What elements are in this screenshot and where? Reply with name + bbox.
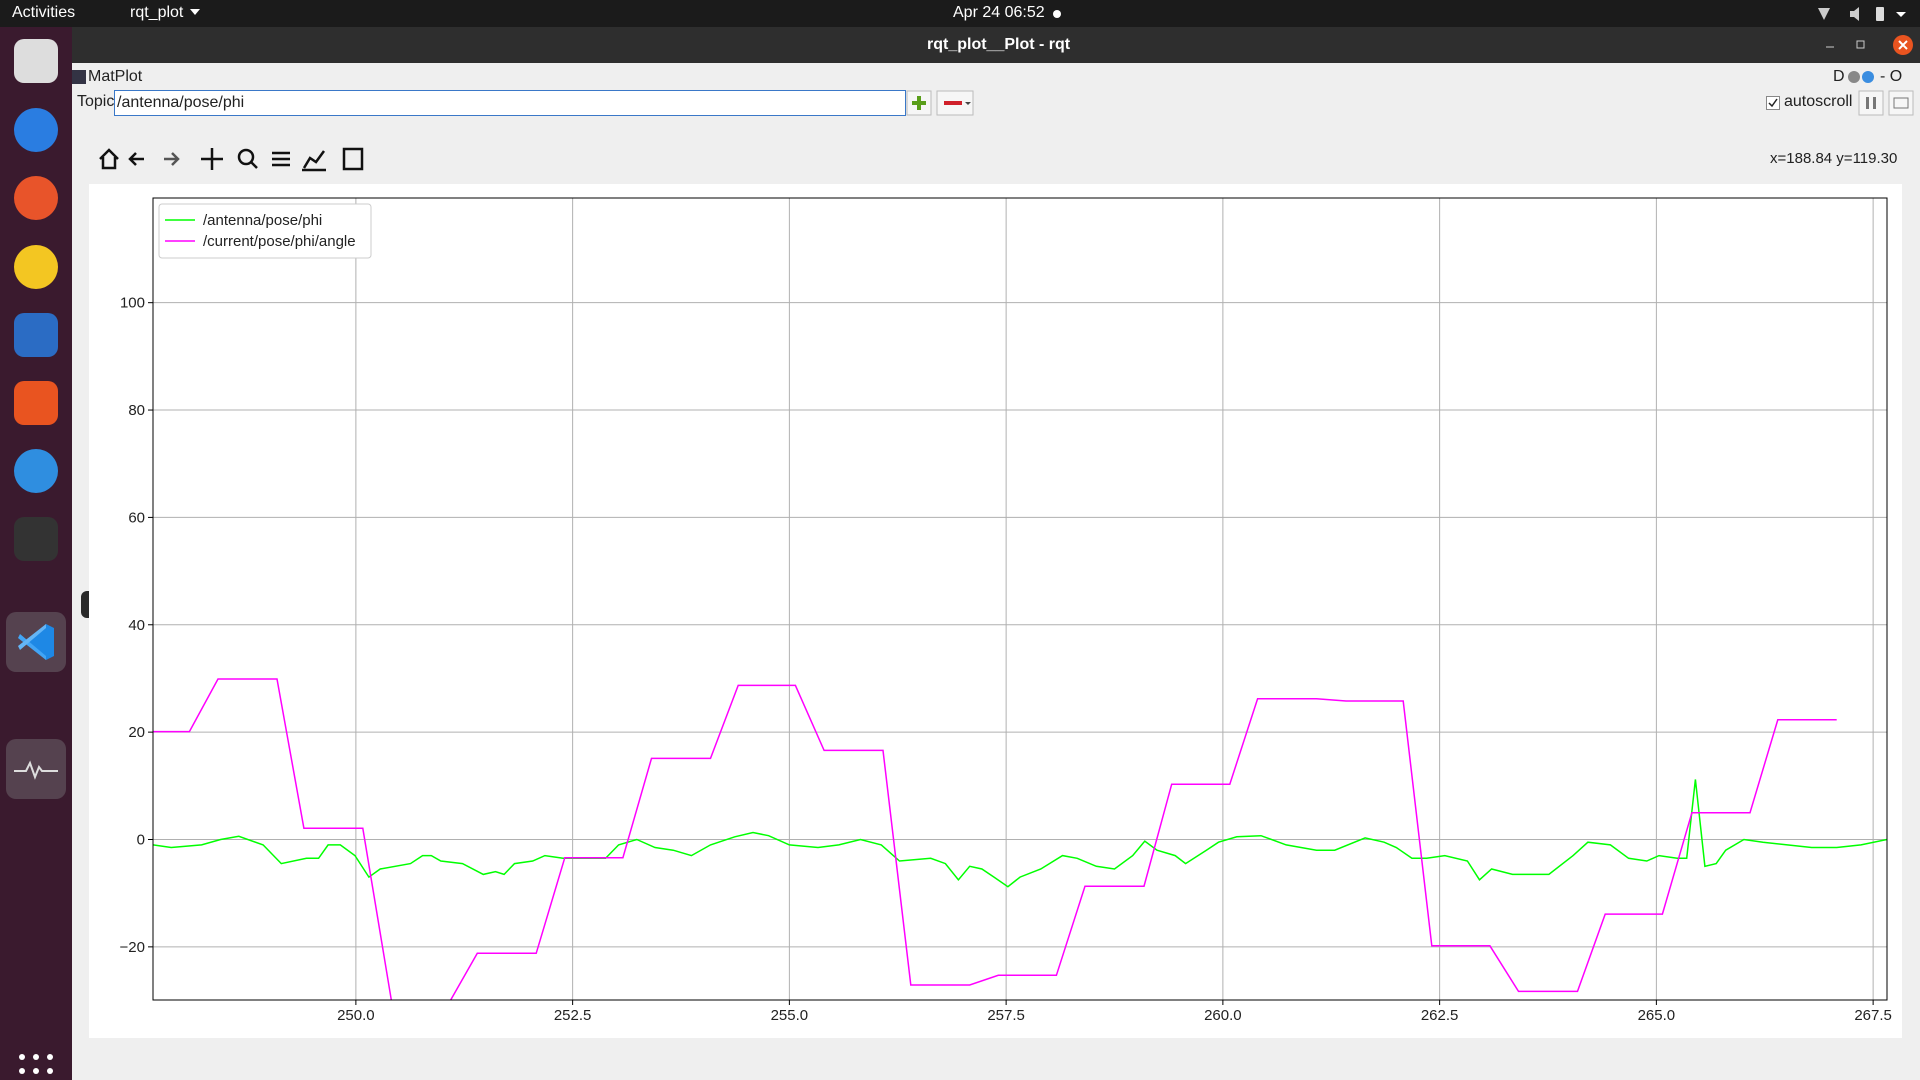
x-tick-label: 262.5 xyxy=(1421,1007,1459,1024)
y-tick-label: 100 xyxy=(120,295,145,312)
firefox-icon[interactable] xyxy=(14,176,58,220)
window-controls[interactable] xyxy=(1816,33,1916,57)
x-tick-label: 250.0 xyxy=(337,1007,375,1024)
vscode-logo xyxy=(18,624,54,660)
topic-input[interactable]: /antenna/pose/phi xyxy=(114,90,906,116)
app-grid[interactable] xyxy=(18,1053,54,1080)
plugin-close[interactable]: - O xyxy=(1880,68,1903,85)
plugin-dock-button[interactable]: D xyxy=(1833,68,1845,85)
window-titlebar: rqt_plot__Plot - rqt xyxy=(72,27,1920,63)
plot-frame xyxy=(152,197,1888,1001)
legend-box xyxy=(158,203,372,259)
writer-icon[interactable] xyxy=(14,313,58,357)
y-tick-label: −20 xyxy=(120,939,145,956)
y-tick-label: 60 xyxy=(128,509,145,526)
series-line xyxy=(153,779,1887,888)
help-icon[interactable] xyxy=(14,449,58,493)
topic-buttons[interactable] xyxy=(906,90,974,116)
dock xyxy=(0,27,72,1080)
legend: /antenna/pose/phi/current/pose/phi/angle xyxy=(158,203,372,259)
terminal-icon[interactable] xyxy=(14,517,58,561)
system-tray[interactable] xyxy=(1810,4,1910,24)
plugin-icon xyxy=(72,70,86,84)
topic-label: Topic xyxy=(77,93,115,110)
plot-toolbar[interactable] xyxy=(96,144,366,174)
files-icon[interactable] xyxy=(14,39,58,83)
software-icon[interactable] xyxy=(14,381,58,425)
clock[interactable]: Apr 24 06:52 xyxy=(953,4,1045,21)
plugin-help-icons[interactable] xyxy=(1847,70,1877,86)
vscode-icon[interactable] xyxy=(6,612,66,672)
rhythmbox-icon[interactable] xyxy=(14,245,58,289)
app-menu[interactable]: rqt_plot xyxy=(130,4,184,21)
x-tick-label: 260.0 xyxy=(1204,1007,1242,1024)
x-tick-label: 265.0 xyxy=(1638,1007,1676,1024)
rqt-icon[interactable] xyxy=(6,739,66,799)
autoscroll-label[interactable]: autoscroll xyxy=(1784,93,1853,110)
notification-dot xyxy=(1053,10,1061,18)
plot-figure: 250.0 252.5 255.0 257.5 260.0 262.5 265.0 267.5… xyxy=(89,184,1902,1038)
y-tick-label: 80 xyxy=(128,402,145,419)
x-tick-label: 252.5 xyxy=(554,1007,592,1024)
series-line xyxy=(153,678,1837,1000)
pause-clear-buttons[interactable] xyxy=(1858,90,1914,116)
activities[interactable]: Activities xyxy=(12,4,76,21)
x-tick-label: 255.0 xyxy=(771,1007,809,1024)
legend-label: /antenna/pose/phi xyxy=(203,212,322,229)
x-tick-label: 257.5 xyxy=(987,1007,1025,1024)
plugin-name: MatPlot xyxy=(88,68,143,85)
top-bar: Activities rqt_plot Apr 24 06:52 xyxy=(0,0,1920,27)
cursor-coordinates: x=188.84 y=119.30 xyxy=(1770,150,1898,167)
x-tick-label: 267.5 xyxy=(1854,1007,1892,1024)
rqt-logo xyxy=(14,760,58,780)
window-title: rqt_plot__Plot - rqt xyxy=(927,36,1071,53)
autoscroll-checkbox[interactable] xyxy=(1766,96,1780,110)
thunderbird-icon[interactable] xyxy=(14,108,58,152)
y-tick-label: 0 xyxy=(137,831,145,848)
plugin-header: MatPlot D - O xyxy=(72,68,1920,88)
legend-label: /current/pose/phi/angle xyxy=(203,233,356,250)
y-tick-label: 40 xyxy=(128,617,145,634)
y-tick-label: 20 xyxy=(128,724,145,741)
menu-arrow xyxy=(190,9,200,15)
